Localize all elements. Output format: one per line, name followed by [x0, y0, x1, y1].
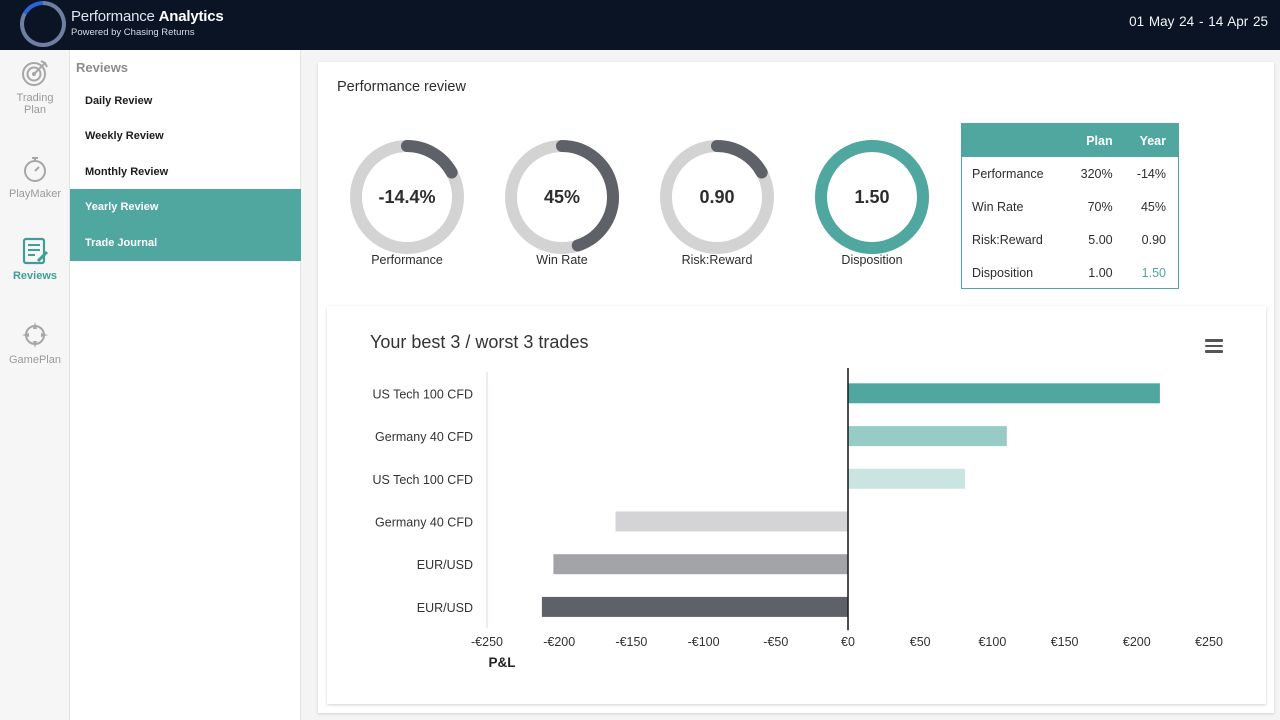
trade-bar[interactable]: [541, 596, 848, 617]
app-header: Performance Analytics Powered by Chasing…: [0, 0, 1280, 50]
trade-bar[interactable]: [848, 426, 1007, 447]
rail-item-reviews[interactable]: Reviews: [0, 236, 70, 282]
category-label: EUR/USD: [417, 601, 473, 615]
main-content: Performance review -14.4% 45% 0.90 1.50 …: [301, 50, 1280, 720]
gauge-disposition: 1.50: [815, 140, 929, 254]
gauge-fill-arc: [815, 140, 929, 254]
row-plan-value: 1.00: [1088, 265, 1113, 280]
trade-bar[interactable]: [553, 554, 848, 575]
gauge-value: 45%: [544, 187, 580, 207]
trade-bar[interactable]: [848, 468, 965, 489]
x-tick-label: €0: [841, 635, 855, 649]
x-axis-label: P&L: [489, 655, 516, 670]
row-label: Risk:Reward: [972, 232, 1043, 247]
gauge-label-risk-reward: Risk:Reward: [681, 253, 753, 267]
submenu-title: Reviews: [76, 60, 129, 75]
row-year-value: 1.50: [1141, 265, 1166, 280]
x-tick-label: -€250: [471, 635, 503, 649]
row-year-value: 45%: [1140, 199, 1166, 214]
trade-bar[interactable]: [848, 383, 1160, 404]
submenu-item-daily-review[interactable]: Daily Review: [85, 95, 153, 107]
x-tick-label: €50: [910, 635, 931, 649]
table-header-row: Plan Year: [962, 124, 1178, 157]
row-label: Win Rate: [972, 199, 1024, 214]
gauge-performance: -14.4%: [350, 140, 464, 254]
x-tick-label: €150: [1051, 635, 1079, 649]
gauge-label-disposition: Disposition: [841, 253, 903, 267]
table-row: Performance 320% -14%: [962, 157, 1178, 190]
submenu-item-weekly-review[interactable]: Weekly Review: [85, 130, 164, 142]
gauge-value: 1.50: [854, 187, 889, 207]
gauge-fill-arc: [556, 140, 619, 252]
app-title-bold: Analytics: [158, 8, 224, 25]
gauge-value: 0.90: [699, 187, 734, 207]
trade-bar[interactable]: [615, 511, 849, 532]
rail-item-gameplan[interactable]: GamePlan: [0, 320, 70, 366]
rail-item-trading-plan[interactable]: Trading Plan: [0, 58, 70, 116]
rail-label-trading: Trading: [16, 92, 54, 104]
row-year-value: -14%: [1136, 166, 1166, 181]
x-tick-label: -€150: [615, 635, 647, 649]
x-tick-label: €250: [1195, 635, 1223, 649]
plan-vs-year-table: Plan Year Performance 320% -14% Win Rate…: [961, 123, 1179, 289]
rail-item-playmaker[interactable]: PlayMaker: [0, 154, 70, 200]
x-tick-label: -€50: [763, 635, 788, 649]
row-label: Performance: [972, 166, 1044, 181]
logo-ring-icon: [20, 1, 66, 47]
stopwatch-icon: [24, 157, 46, 182]
table-header-plan: Plan: [1067, 124, 1125, 157]
app-title-light: Performance: [71, 8, 159, 25]
submenu-item-trade-journal[interactable]: Trade Journal: [70, 225, 301, 261]
app-title: Performance Analytics: [71, 8, 224, 25]
gauge-fill-arc: [401, 140, 458, 179]
icon-rail: Trading Plan PlayMaker Reviews GamePla: [0, 50, 70, 720]
gauge-label-win-rate: Win Rate: [536, 253, 588, 267]
performance-review-card: Performance review -14.4% 45% 0.90 1.50 …: [318, 62, 1274, 713]
row-plan-value: 320%: [1080, 166, 1113, 181]
date-range-selector[interactable]: 01 May 24 - 14 Apr 25: [1129, 14, 1268, 29]
x-tick-label: €200: [1123, 635, 1151, 649]
table-header-blank: [962, 124, 1068, 157]
app-subtitle: Powered by Chasing Returns: [71, 27, 195, 38]
rail-label-playmaker: PlayMaker: [9, 188, 61, 200]
x-tick-label: -€200: [543, 635, 575, 649]
rail-label-gameplan: GamePlan: [9, 354, 61, 366]
category-label: US Tech 100 CFD: [372, 473, 473, 487]
review-document-icon: [22, 237, 49, 265]
trades-bar-chart: US Tech 100 CFD Germany 40 CFD US Tech 100…: [372, 368, 1223, 670]
table-row: Win Rate 70% 45%: [962, 190, 1178, 223]
rail-label-plan: Plan: [23, 104, 47, 116]
submenu-item-yearly-review[interactable]: Yearly Review: [70, 189, 301, 225]
row-label: Disposition: [972, 265, 1034, 280]
row-plan-value: 70%: [1087, 199, 1113, 214]
chart-title: Your best 3 / worst 3 trades: [370, 332, 589, 352]
rail-label-reviews: Reviews: [12, 270, 58, 282]
gauge-risk-reward: 0.90: [660, 140, 774, 254]
table-header-year: Year: [1124, 124, 1178, 157]
target-icon: [22, 60, 48, 86]
row-plan-value: 5.00: [1088, 232, 1113, 247]
best-worst-trades-chart: Your best 3 / worst 3 trades US Tech 100…: [327, 306, 1266, 704]
compass-icon: [22, 322, 48, 348]
performance-review-title: Performance review: [337, 79, 466, 95]
category-label: US Tech 100 CFD: [372, 387, 473, 401]
gauge-value: -14.4%: [378, 187, 435, 207]
x-tick-label: -€100: [688, 635, 720, 649]
table-row: Disposition 1.00 1.50: [962, 256, 1178, 289]
gauge-label-performance: Performance: [371, 253, 443, 267]
gauge-win-rate: 45%: [505, 140, 619, 254]
row-year-value: 0.90: [1141, 232, 1166, 247]
table-row: Risk:Reward 5.00 0.90: [962, 223, 1178, 256]
category-label: Germany 40 CFD: [375, 430, 473, 444]
submenu-item-monthly-review[interactable]: Monthly Review: [85, 166, 169, 178]
category-label: Germany 40 CFD: [375, 515, 473, 529]
x-tick-label: €100: [978, 635, 1006, 649]
gauge-fill-arc: [711, 140, 768, 179]
chart-menu-icon[interactable]: [1205, 339, 1223, 353]
category-label: EUR/USD: [417, 558, 473, 572]
reviews-submenu: Reviews Daily Review Weekly Review Month…: [70, 50, 301, 720]
